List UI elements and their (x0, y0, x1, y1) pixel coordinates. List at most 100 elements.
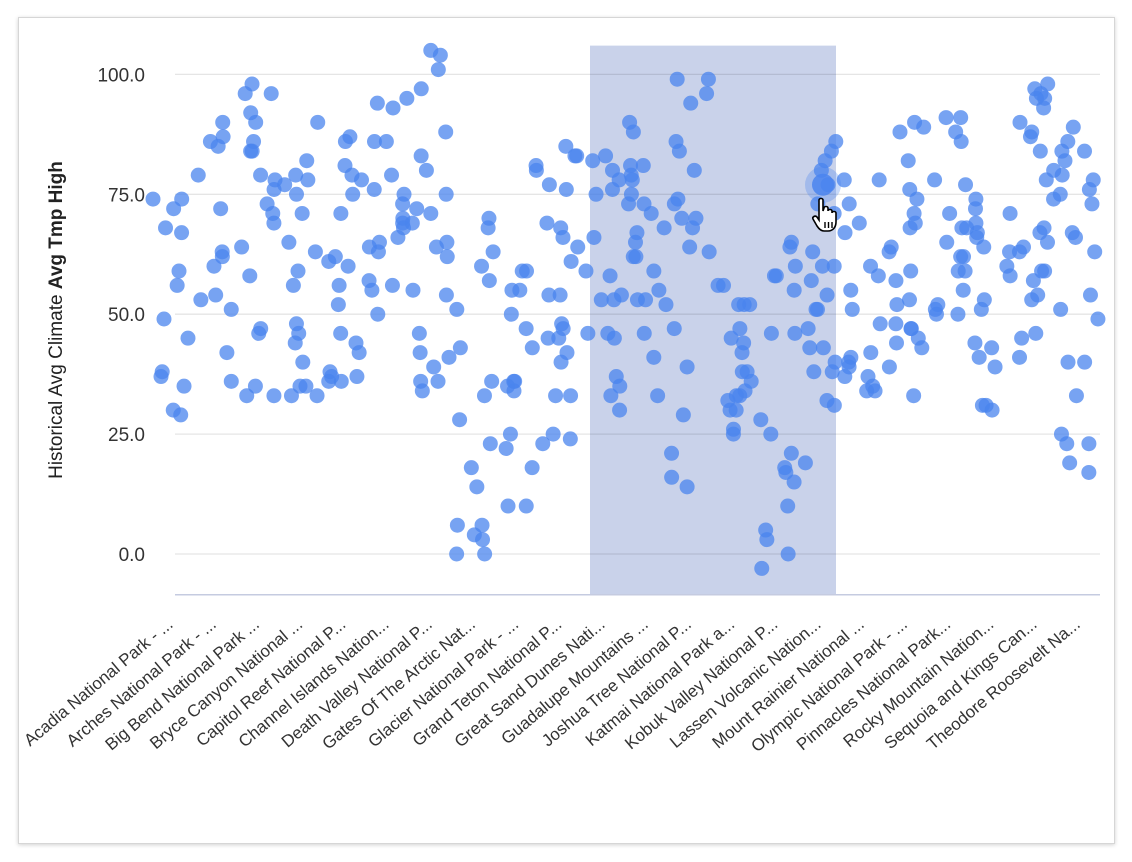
data-point[interactable] (1082, 287, 1098, 303)
data-point[interactable] (378, 134, 394, 150)
data-point[interactable] (411, 325, 427, 341)
data-point[interactable] (333, 325, 349, 341)
data-point[interactable] (395, 196, 411, 212)
data-point[interactable] (651, 282, 667, 298)
data-point[interactable] (625, 124, 641, 140)
data-point[interactable] (370, 306, 386, 322)
data-point[interactable] (452, 412, 468, 428)
data-point[interactable] (1052, 186, 1068, 202)
data-point[interactable] (600, 325, 616, 341)
data-point[interactable] (892, 124, 908, 140)
data-point[interactable] (449, 517, 465, 533)
data-point[interactable] (699, 86, 715, 102)
data-point[interactable] (843, 282, 859, 298)
data-point[interactable] (439, 249, 455, 265)
data-point[interactable] (242, 268, 258, 284)
data-point[interactable] (938, 110, 954, 126)
data-point[interactable] (629, 225, 645, 241)
data-point[interactable] (438, 124, 454, 140)
data-point[interactable] (154, 364, 170, 380)
data-point[interactable] (299, 153, 315, 169)
data-point[interactable] (1068, 388, 1084, 404)
data-point[interactable] (901, 292, 917, 308)
data-point[interactable] (1011, 244, 1027, 260)
data-point[interactable] (324, 369, 340, 385)
data-point[interactable] (430, 373, 446, 389)
data-point[interactable] (1025, 273, 1041, 289)
data-point[interactable] (800, 321, 816, 337)
data-point[interactable] (215, 114, 231, 130)
data-point[interactable] (621, 196, 637, 212)
data-point[interactable] (646, 349, 662, 365)
data-point[interactable] (664, 445, 680, 461)
data-point[interactable] (569, 148, 585, 164)
data-point[interactable] (973, 301, 989, 317)
data-point[interactable] (782, 239, 798, 255)
hovered-data-point[interactable] (812, 173, 834, 196)
data-point[interactable] (361, 273, 377, 289)
data-point[interactable] (734, 364, 750, 380)
data-point[interactable] (519, 263, 535, 279)
data-point[interactable] (636, 196, 652, 212)
data-point[interactable] (476, 388, 492, 404)
data-point[interactable] (754, 560, 770, 576)
data-point[interactable] (598, 148, 614, 164)
data-point[interactable] (485, 244, 501, 260)
data-point[interactable] (723, 330, 739, 346)
data-point[interactable] (603, 388, 619, 404)
data-point[interactable] (307, 244, 323, 260)
data-point[interactable] (1014, 330, 1030, 346)
data-point[interactable] (732, 321, 748, 337)
data-point[interactable] (969, 225, 985, 241)
data-point[interactable] (671, 143, 687, 159)
data-point[interactable] (423, 205, 439, 221)
data-point[interactable] (484, 373, 500, 389)
data-point[interactable] (786, 282, 802, 298)
data-point[interactable] (265, 205, 281, 221)
data-point[interactable] (701, 244, 717, 260)
data-point[interactable] (243, 143, 259, 159)
data-point[interactable] (870, 268, 886, 284)
data-point[interactable] (900, 153, 916, 169)
data-point[interactable] (1077, 354, 1093, 370)
data-point[interactable] (330, 297, 346, 313)
data-point[interactable] (984, 340, 1000, 356)
data-point[interactable] (524, 340, 540, 356)
data-point[interactable] (385, 100, 401, 116)
data-point[interactable] (498, 440, 514, 456)
data-point[interactable] (974, 397, 990, 413)
data-point[interactable] (545, 426, 561, 442)
data-point[interactable] (1084, 196, 1100, 212)
data-point[interactable] (413, 373, 429, 389)
data-point[interactable] (165, 402, 181, 418)
data-point[interactable] (1059, 436, 1075, 452)
data-point[interactable] (888, 316, 904, 332)
data-point[interactable] (384, 167, 400, 183)
data-point[interactable] (686, 162, 702, 178)
data-point[interactable] (888, 273, 904, 289)
data-point[interactable] (881, 244, 897, 260)
data-point[interactable] (1081, 436, 1097, 452)
data-point[interactable] (646, 263, 662, 279)
data-point[interactable] (438, 287, 454, 303)
data-point[interactable] (1054, 167, 1070, 183)
data-point[interactable] (285, 277, 301, 293)
data-point[interactable] (535, 436, 551, 452)
data-point[interactable] (409, 201, 425, 217)
data-point[interactable] (955, 282, 971, 298)
data-point[interactable] (586, 229, 602, 245)
data-point[interactable] (606, 292, 622, 308)
data-point[interactable] (1090, 311, 1106, 327)
data-point[interactable] (658, 297, 674, 313)
data-point[interactable] (294, 205, 310, 221)
data-point[interactable] (340, 258, 356, 274)
data-point[interactable] (481, 273, 497, 289)
data-point[interactable] (664, 469, 680, 485)
data-point[interactable] (555, 229, 571, 245)
data-point[interactable] (826, 258, 842, 274)
data-point[interactable] (851, 215, 867, 231)
data-point[interactable] (413, 81, 429, 97)
data-point[interactable] (145, 191, 161, 207)
data-point[interactable] (176, 378, 192, 394)
data-point[interactable] (277, 177, 293, 193)
